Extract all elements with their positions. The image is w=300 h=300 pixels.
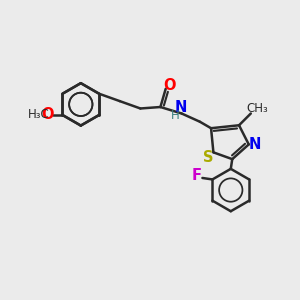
Text: N: N [249, 137, 261, 152]
Text: H₃C: H₃C [28, 109, 50, 122]
Text: O: O [163, 78, 175, 93]
Text: F: F [191, 168, 202, 183]
Text: S: S [203, 150, 213, 165]
Text: H: H [171, 109, 179, 122]
Text: O: O [41, 106, 54, 122]
Text: N: N [174, 100, 187, 115]
Text: CH₃: CH₃ [247, 102, 268, 115]
